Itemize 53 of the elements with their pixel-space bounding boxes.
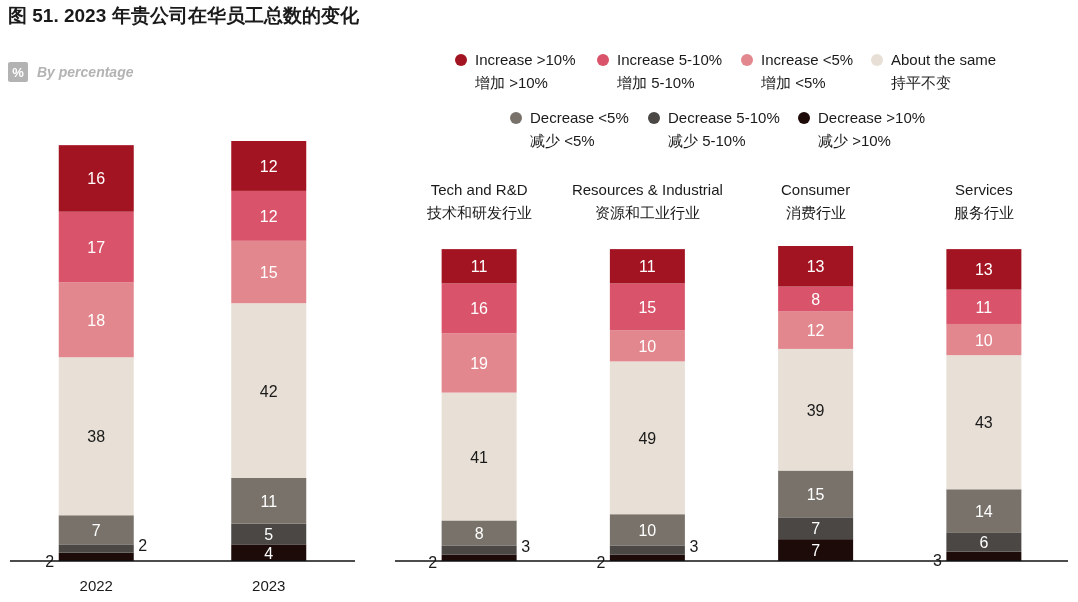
legend-label: About the same 持平不变 bbox=[891, 51, 997, 91]
legend-label: Increase >10% 增加 >10% bbox=[474, 51, 576, 91]
data-label: 38 bbox=[87, 428, 106, 446]
data-label: 13 bbox=[806, 258, 825, 276]
data-label: 49 bbox=[638, 429, 657, 447]
data-label: 7 bbox=[811, 520, 821, 538]
legend-label: Decrease <5% 减少 <5% bbox=[530, 109, 629, 149]
data-label: 11 bbox=[975, 298, 993, 316]
data-label: 10 bbox=[638, 337, 657, 355]
data-label: 15 bbox=[259, 263, 278, 281]
data-label: 7 bbox=[91, 521, 101, 539]
data-label: 43 bbox=[974, 414, 993, 432]
data-label: 3 bbox=[521, 538, 531, 556]
data-label: 5 bbox=[264, 525, 274, 543]
legend-label: Increase 5-10% 增加 5-10% bbox=[616, 51, 723, 91]
x-tick-label: Services 服务行业 bbox=[953, 181, 1014, 221]
data-label: 6 bbox=[979, 534, 989, 552]
legend-label: Decrease >10% 减少 >10% bbox=[818, 109, 926, 149]
data-label: 2 bbox=[138, 536, 148, 554]
x-tick-label: 2023 bbox=[252, 577, 286, 594]
data-label: 16 bbox=[87, 170, 106, 188]
data-label: 42 bbox=[259, 382, 278, 400]
x-tick-label: Resources & Industrial 资源和工业行业 bbox=[571, 181, 723, 221]
data-label: 10 bbox=[974, 331, 993, 349]
data-label: 13 bbox=[974, 261, 993, 279]
x-tick-label: Tech and R&D 技术和研发行业 bbox=[425, 181, 532, 221]
data-label: 15 bbox=[806, 485, 825, 503]
data-label: 39 bbox=[806, 401, 825, 419]
data-label: 4 bbox=[264, 544, 274, 562]
data-label: 14 bbox=[974, 503, 993, 521]
chart-title: 图 51. 2023 年贵公司在华员工总数的变化 bbox=[8, 5, 360, 26]
data-label: 19 bbox=[470, 354, 489, 372]
legend-label: Increase <5% 增加 <5% bbox=[760, 51, 854, 91]
data-label: 17 bbox=[87, 239, 106, 257]
data-label: 11 bbox=[260, 492, 278, 510]
data-label: 12 bbox=[259, 207, 278, 225]
x-tick-label: Consumer 消费行业 bbox=[781, 181, 851, 221]
data-label: 11 bbox=[470, 258, 488, 276]
x-tick-label: 2022 bbox=[79, 577, 113, 594]
data-label: 7 bbox=[811, 542, 821, 560]
data-label: 16 bbox=[470, 300, 489, 318]
chart-subtitle: % By percentage bbox=[12, 64, 134, 80]
data-label: 10 bbox=[638, 521, 657, 539]
data-label: 3 bbox=[689, 538, 699, 556]
data-label: 12 bbox=[806, 322, 825, 340]
data-label: 12 bbox=[259, 157, 278, 175]
data-label: 41 bbox=[470, 448, 489, 466]
data-label: 18 bbox=[87, 311, 106, 329]
legend-label: Decrease 5-10% 减少 5-10% bbox=[668, 109, 780, 149]
data-label: 11 bbox=[639, 258, 656, 276]
data-label: 15 bbox=[638, 298, 657, 316]
data-label: 8 bbox=[811, 291, 821, 309]
data-label: 8 bbox=[474, 524, 484, 542]
